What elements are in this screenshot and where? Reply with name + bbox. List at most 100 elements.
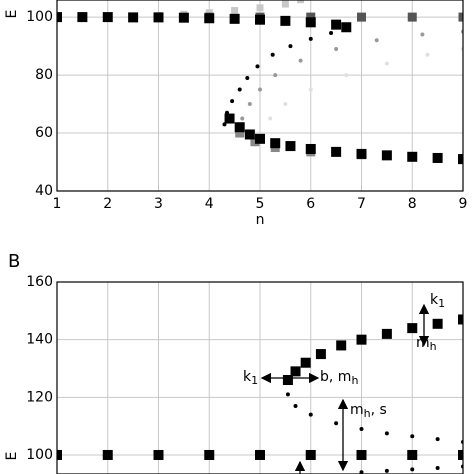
point (255, 133, 265, 144)
point (270, 52, 275, 57)
point (231, 6, 239, 14)
point (283, 102, 288, 107)
point (178, 12, 189, 23)
point (407, 323, 418, 334)
point (305, 143, 316, 154)
point (410, 434, 415, 439)
point (204, 13, 215, 24)
point (204, 449, 215, 460)
annotation: mh, s (350, 402, 387, 420)
x-tick-label: 4 (205, 196, 214, 212)
annotation: k1 (430, 292, 445, 310)
point (282, 375, 293, 386)
point (298, 58, 303, 63)
x-tick-label: 6 (306, 196, 315, 212)
point (256, 4, 264, 12)
point (268, 116, 273, 121)
point (384, 431, 389, 436)
point (306, 12, 316, 22)
point (245, 75, 250, 80)
x-tick-label: 8 (408, 196, 417, 212)
y-axis-label: E (4, 452, 20, 461)
point (308, 412, 313, 417)
point (240, 116, 245, 121)
y-tick-label: 60 (35, 125, 53, 141)
point (270, 138, 281, 149)
point (305, 449, 316, 460)
annotation-subscript: 1 (438, 297, 445, 310)
y-tick-label: 100 (26, 9, 53, 25)
annotation-text: b, m (320, 369, 351, 385)
y-tick-label: 100 (26, 447, 53, 463)
annotation: b, mh (320, 369, 358, 387)
data-points (57, 314, 463, 474)
y-tick-label: 160 (26, 274, 53, 290)
point (255, 14, 265, 25)
panel-a: 40 60 80 100 1 2 3 4 5 6 7 8 9 n E (4, 0, 468, 228)
point (458, 314, 463, 325)
point (230, 99, 235, 104)
point (458, 154, 463, 165)
point (297, 0, 305, 4)
point (237, 87, 242, 92)
point (77, 12, 88, 23)
point (432, 318, 443, 329)
point (359, 427, 364, 432)
point (329, 31, 334, 36)
annotation-subscript: h (430, 340, 437, 353)
point (273, 73, 278, 78)
point (255, 64, 260, 69)
x-tick-label: 9 (459, 196, 468, 212)
y-tick-label: 80 (35, 67, 53, 83)
annotation-subscript: 1 (251, 374, 258, 387)
point (244, 129, 255, 140)
point (420, 32, 425, 37)
data-points (57, 0, 463, 165)
point (57, 449, 62, 460)
y-tick-label: 40 (35, 183, 53, 199)
point (381, 328, 392, 339)
arrows (260, 303, 430, 474)
point (334, 421, 339, 426)
point (331, 146, 342, 157)
point (308, 87, 313, 92)
point (293, 403, 298, 408)
point (356, 334, 367, 345)
point (102, 12, 113, 23)
point (357, 12, 366, 22)
x-tick-label: 7 (357, 196, 366, 212)
annotation-text: m (350, 402, 364, 418)
annotation-text: , s (371, 402, 387, 418)
point (374, 38, 379, 43)
point (407, 151, 418, 162)
point (247, 102, 252, 107)
x-tick-label: 2 (103, 196, 112, 212)
point (285, 141, 296, 152)
point (315, 349, 326, 360)
point (255, 449, 265, 460)
point (308, 36, 313, 41)
point (305, 17, 316, 28)
annotation-text: m (416, 335, 430, 351)
point (356, 449, 367, 460)
point (153, 449, 164, 460)
point (407, 12, 417, 22)
point (280, 15, 291, 26)
point (410, 467, 415, 472)
point (384, 61, 389, 66)
point (331, 19, 342, 30)
point (290, 366, 301, 377)
point (300, 357, 311, 368)
point (102, 449, 113, 460)
point (153, 12, 164, 23)
point (407, 449, 418, 460)
plot-frame (56, 281, 464, 474)
annotation-text: k (430, 292, 439, 308)
point (334, 46, 339, 51)
point (234, 122, 245, 133)
point (235, 128, 245, 138)
point (458, 12, 463, 22)
point (425, 52, 430, 57)
point (359, 470, 364, 474)
